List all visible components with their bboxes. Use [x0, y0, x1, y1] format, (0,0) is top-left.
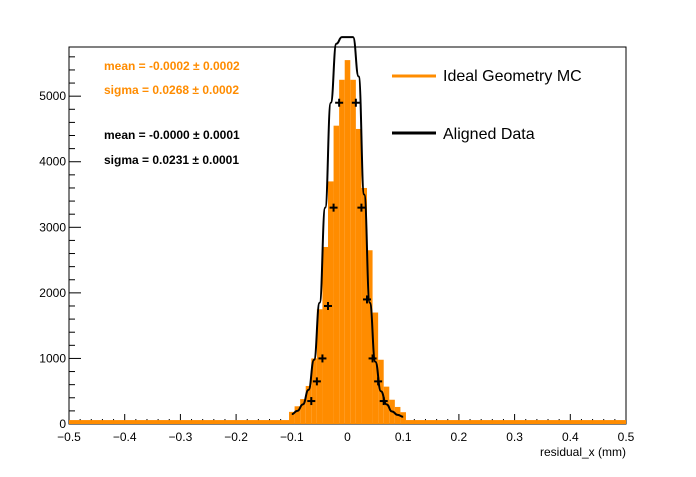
- mc-baseline-bar: [69, 420, 290, 424]
- aligned-data-fit-line: [291, 36, 404, 418]
- x-axis-label: residual_x (mm): [540, 445, 626, 459]
- data-mean-label: mean = -0.0000 ± 0.0001: [104, 128, 240, 142]
- x-tick-label: 0.2: [451, 430, 468, 444]
- x-tick-label: −0.4: [113, 430, 137, 444]
- mc-bar: [294, 406, 301, 424]
- mc-bar: [355, 128, 362, 424]
- mc-bar: [350, 79, 356, 425]
- x-tick-label: −0.2: [224, 430, 248, 444]
- x-tick-label: −0.3: [169, 430, 193, 444]
- mc-bar: [372, 312, 379, 424]
- data-point: [318, 354, 327, 363]
- y-tick-label: 2000: [39, 286, 66, 300]
- data-point: [362, 295, 371, 304]
- mc-bar: [344, 60, 351, 425]
- data-point: [312, 377, 321, 386]
- y-tick-label: 0: [59, 417, 66, 431]
- mc-bar: [300, 399, 306, 424]
- mc-bar: [322, 246, 329, 424]
- mc-bar: [366, 250, 373, 424]
- x-tick-label: 0: [344, 430, 351, 444]
- mc-baseline-bar: [405, 420, 626, 424]
- data-point: [324, 301, 333, 310]
- mc-mean-label: mean = -0.0002 ± 0.0002: [104, 59, 240, 73]
- legend-mc-label: Ideal Geometry MC: [443, 68, 582, 85]
- x-tick-label: 0.3: [506, 430, 523, 444]
- mc-bar: [328, 181, 334, 424]
- x-tick-label: −0.5: [57, 430, 81, 444]
- legend: Ideal Geometry MC Aligned Data: [392, 68, 582, 143]
- mc-bar: [289, 411, 295, 424]
- y-tick-label: 1000: [39, 351, 66, 365]
- data-point: [368, 354, 377, 363]
- data-point: [307, 397, 316, 406]
- data-point: [357, 203, 366, 212]
- legend-data-label: Aligned Data: [443, 126, 535, 143]
- data-sigma-label: sigma = 0.0231 ± 0.0001: [104, 153, 239, 167]
- mc-histogram: [69, 60, 626, 425]
- data-point: [335, 98, 344, 107]
- y-tick-label: 3000: [39, 220, 66, 234]
- data-point: [351, 98, 360, 107]
- y-axis-ticks: 0 1000 2000 3000 4000 5000: [39, 56, 81, 431]
- x-tick-label: 0.5: [618, 430, 635, 444]
- mc-bar: [305, 385, 312, 424]
- mc-bar: [311, 358, 317, 424]
- mc-bar: [316, 309, 323, 424]
- mc-bar: [400, 412, 406, 424]
- mc-bar: [339, 79, 345, 425]
- y-tick-label: 4000: [39, 155, 66, 169]
- mc-bar: [361, 187, 367, 424]
- x-tick-label: 0.4: [562, 430, 579, 444]
- mc-bar: [333, 125, 340, 425]
- data-point: [329, 203, 338, 212]
- x-tick-label: −0.1: [280, 430, 304, 444]
- y-tick-label: 5000: [39, 89, 66, 103]
- x-tick-label: 0.1: [395, 430, 412, 444]
- mc-sigma-label: sigma = 0.0268 ± 0.0002: [104, 83, 239, 97]
